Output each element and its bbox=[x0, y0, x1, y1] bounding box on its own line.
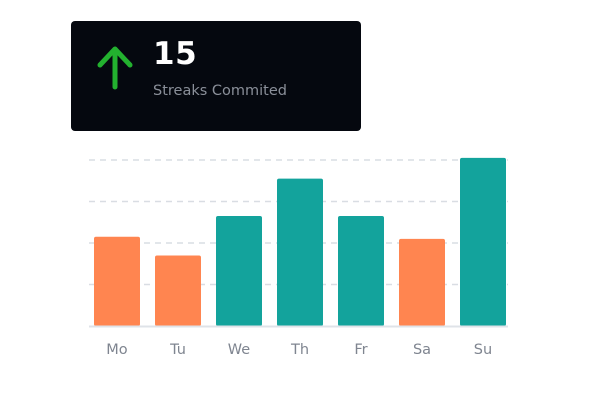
x-axis-labels: Mo Tu We Th Fr Sa Su bbox=[106, 342, 492, 358]
bar-mo bbox=[94, 237, 140, 326]
x-tick-label: Th bbox=[290, 342, 309, 358]
bar-fr bbox=[338, 216, 384, 326]
bar-sa bbox=[399, 239, 445, 326]
x-tick-label: We bbox=[228, 342, 250, 358]
bar-su bbox=[460, 158, 506, 326]
bar-th bbox=[277, 179, 323, 326]
x-tick-label: Mo bbox=[106, 342, 128, 358]
x-tick-label: Fr bbox=[354, 342, 367, 358]
x-tick-label: Su bbox=[474, 342, 492, 358]
bar-tu bbox=[155, 255, 201, 326]
x-tick-label: Tu bbox=[169, 342, 186, 358]
bar-we bbox=[216, 216, 262, 326]
x-tick-label: Sa bbox=[413, 342, 431, 358]
bars bbox=[94, 158, 506, 326]
